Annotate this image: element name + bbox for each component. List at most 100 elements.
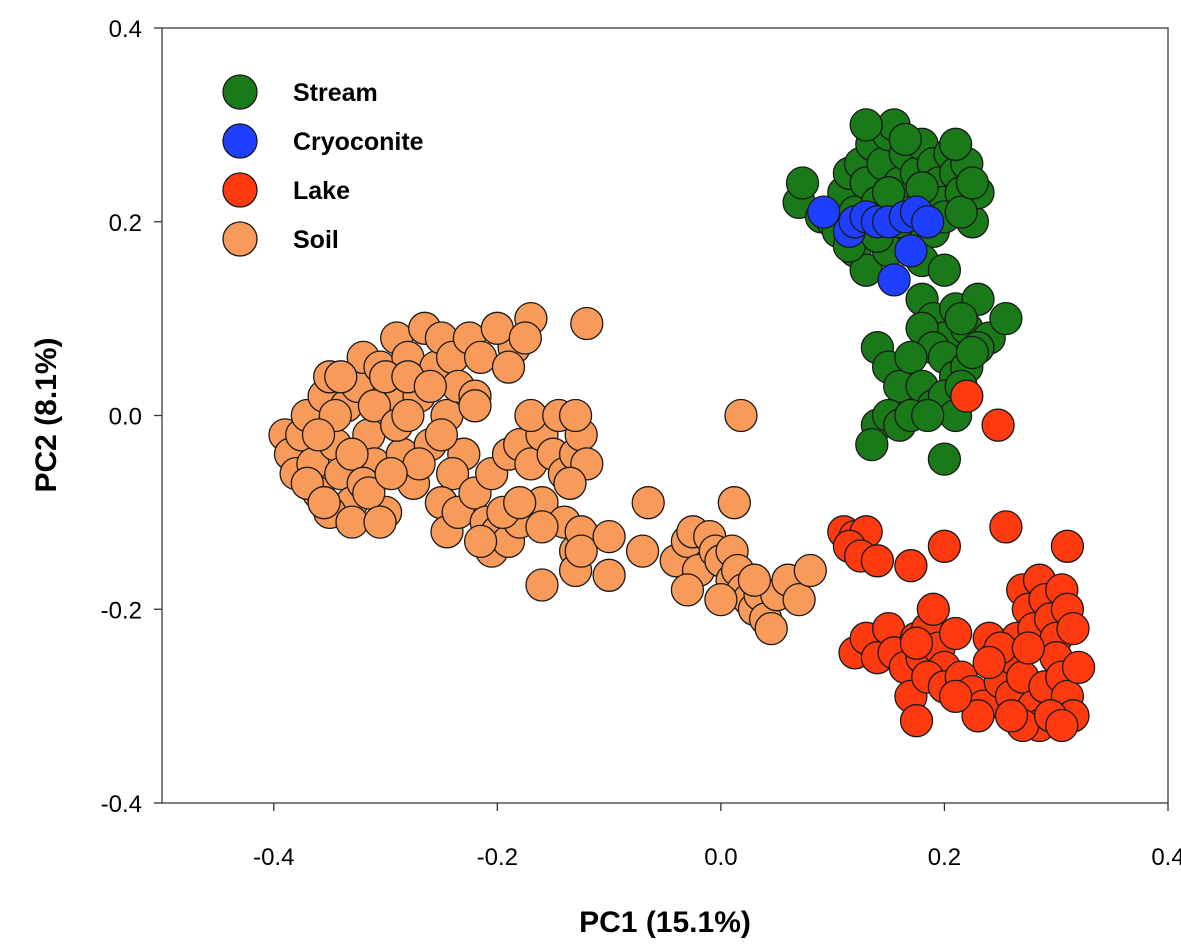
lake-point [1056, 611, 1090, 646]
y-tick-label: 0.0 [109, 404, 142, 431]
soil-point [335, 505, 369, 539]
y-tick-label: -0.2 [101, 597, 142, 624]
soil-point [480, 311, 514, 345]
soil-point [463, 524, 498, 559]
soil-point [704, 582, 738, 617]
legend-label-cryoconite: Cryoconite [293, 128, 424, 156]
stream-point [849, 108, 883, 142]
y-tick-label: -0.4 [101, 791, 142, 818]
lake-point [981, 408, 1015, 442]
lake-point [899, 626, 934, 660]
stream-point [944, 301, 978, 336]
x-tick-label: -0.2 [477, 844, 518, 871]
soil-point [754, 611, 788, 646]
x-tick-label: 0.2 [928, 844, 961, 871]
legend-marker-stream [222, 74, 258, 110]
soil-point [391, 398, 425, 433]
series-soil [268, 301, 827, 646]
soil-point [717, 486, 751, 520]
lake-point [1011, 631, 1045, 665]
cryoconite-point [911, 205, 945, 239]
soil-point [491, 350, 526, 384]
soil-point [324, 360, 358, 394]
soil-point [592, 558, 626, 592]
lake-point [961, 699, 995, 733]
legend-marker-cryoconite [222, 123, 258, 159]
stream-point [938, 127, 973, 161]
soil-point [357, 389, 392, 423]
soil-point [503, 486, 537, 520]
y-axis-title: PC2 (8.1%) [30, 337, 63, 492]
soil-point [558, 398, 593, 433]
series-stream [782, 108, 1023, 476]
soil-point [413, 369, 447, 404]
series-cryoconite [807, 195, 945, 297]
stream-point [927, 253, 962, 287]
stream-point [944, 195, 978, 229]
legend-label-stream: Stream [293, 79, 378, 107]
soil-point [435, 456, 470, 491]
soil-point [553, 466, 587, 500]
legend-label-lake: Lake [293, 177, 350, 205]
y-tick-label: 0.4 [109, 16, 142, 43]
soil-point [402, 447, 436, 481]
soil-point [724, 398, 758, 433]
soil-point [625, 534, 660, 568]
x-axis-title: PC1 (15.1%) [579, 906, 751, 939]
soil-point [335, 437, 369, 471]
soil-point [592, 519, 626, 554]
legend-label-soil: Soil [293, 226, 339, 254]
soil-point [782, 582, 816, 617]
soil-point [508, 321, 542, 355]
series-lake [827, 379, 1096, 743]
soil-point [525, 510, 559, 544]
soil-point [564, 534, 598, 568]
legend: Stream Cryoconite Lake Soil [222, 74, 424, 257]
stream-point [855, 427, 889, 462]
soil-point [525, 568, 559, 602]
soil-point [424, 418, 459, 452]
stream-point [927, 442, 962, 476]
soil-point [570, 306, 604, 341]
soil-point [363, 505, 397, 539]
stream-point [785, 166, 820, 200]
x-axis-ticks: -0.4 -0.2 0.0 0.2 0.4 [253, 803, 1181, 871]
lake-point [989, 510, 1023, 544]
soil-point [374, 456, 408, 491]
y-tick-label: 0.2 [109, 210, 142, 237]
lake-point [1045, 708, 1079, 743]
cryoconite-point [894, 234, 928, 268]
cryoconite-point [877, 263, 911, 297]
soil-point [307, 486, 341, 520]
x-tick-label: 0.4 [1151, 844, 1181, 871]
soil-point [352, 476, 386, 510]
lake-point [972, 645, 1006, 680]
lake-point [938, 616, 973, 651]
lake-point [938, 679, 973, 714]
stream-point [911, 398, 945, 433]
soil-point [793, 553, 827, 588]
stream-point [894, 340, 928, 375]
cryoconite-point [807, 195, 841, 229]
lake-point [927, 529, 962, 563]
x-tick-label: -0.4 [253, 844, 294, 871]
stream-point [989, 301, 1023, 336]
soil-point [514, 398, 548, 433]
lake-point [894, 549, 928, 583]
lake-point [916, 592, 950, 626]
lake-point [950, 379, 984, 413]
stream-point [955, 335, 990, 370]
soil-point [458, 389, 492, 423]
lake-point [994, 699, 1029, 733]
stream-point [955, 166, 990, 200]
soil-point [670, 573, 705, 607]
lake-point [860, 544, 895, 578]
soil-point [631, 486, 665, 520]
x-tick-label: 0.0 [704, 844, 737, 871]
legend-marker-soil [222, 221, 258, 257]
points-layer [268, 108, 1096, 743]
lake-point [899, 704, 934, 738]
y-axis-ticks: -0.4 -0.2 0.0 0.2 0.4 [101, 16, 162, 818]
legend-marker-lake [222, 172, 258, 208]
